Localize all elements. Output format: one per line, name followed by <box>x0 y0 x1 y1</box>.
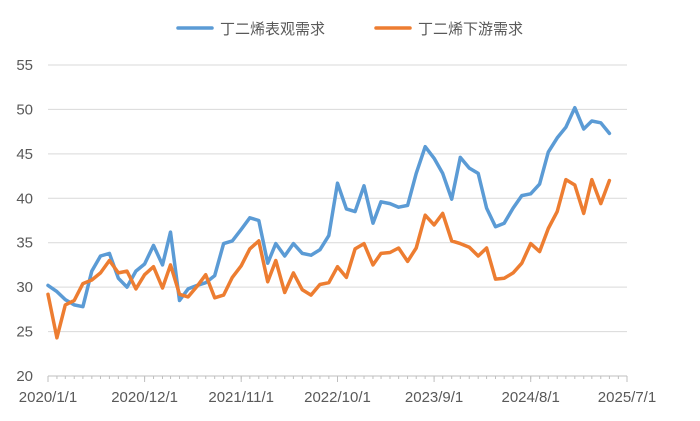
y-tick-label: 50 <box>16 101 33 118</box>
series-line-apparent-demand <box>46 105 612 309</box>
y-tick-label: 30 <box>16 279 33 296</box>
y-tick-label: 20 <box>16 368 33 385</box>
x-tick-label: 2022/10/1 <box>304 389 371 406</box>
y-tick-label: 45 <box>16 146 33 163</box>
x-tick-label: 2020/12/1 <box>111 389 178 406</box>
y-tick-label: 40 <box>16 190 33 207</box>
legend-label-downstream-demand: 丁二烯下游需求 <box>418 20 523 38</box>
legend-item-downstream-demand: 丁二烯下游需求 <box>374 20 523 38</box>
gridlines <box>48 64 627 333</box>
x-tick-label: 2025/7/1 <box>598 389 656 406</box>
legend-item-apparent-demand: 丁二烯表观需求 <box>176 20 325 38</box>
legend: 丁二烯表观需求 丁二烯下游需求 <box>176 20 523 38</box>
series-lines <box>46 105 612 340</box>
x-tick-label: 2020/1/1 <box>19 389 77 406</box>
y-tick-label: 25 <box>16 324 33 341</box>
x-tick-label: 2024/8/1 <box>501 389 559 406</box>
x-tick-label: 2021/11/1 <box>208 389 274 406</box>
series-line-downstream-demand <box>46 177 612 340</box>
axes: 20 25 30 35 40 45 50 55 2020/1/1 2020/12/1 2021/11… <box>16 57 656 406</box>
x-tick-label: 2023/9/1 <box>405 389 463 406</box>
legend-label-apparent-demand: 丁二烯表观需求 <box>220 20 325 38</box>
y-tick-label: 35 <box>16 235 33 252</box>
y-tick-label: 55 <box>16 57 33 74</box>
